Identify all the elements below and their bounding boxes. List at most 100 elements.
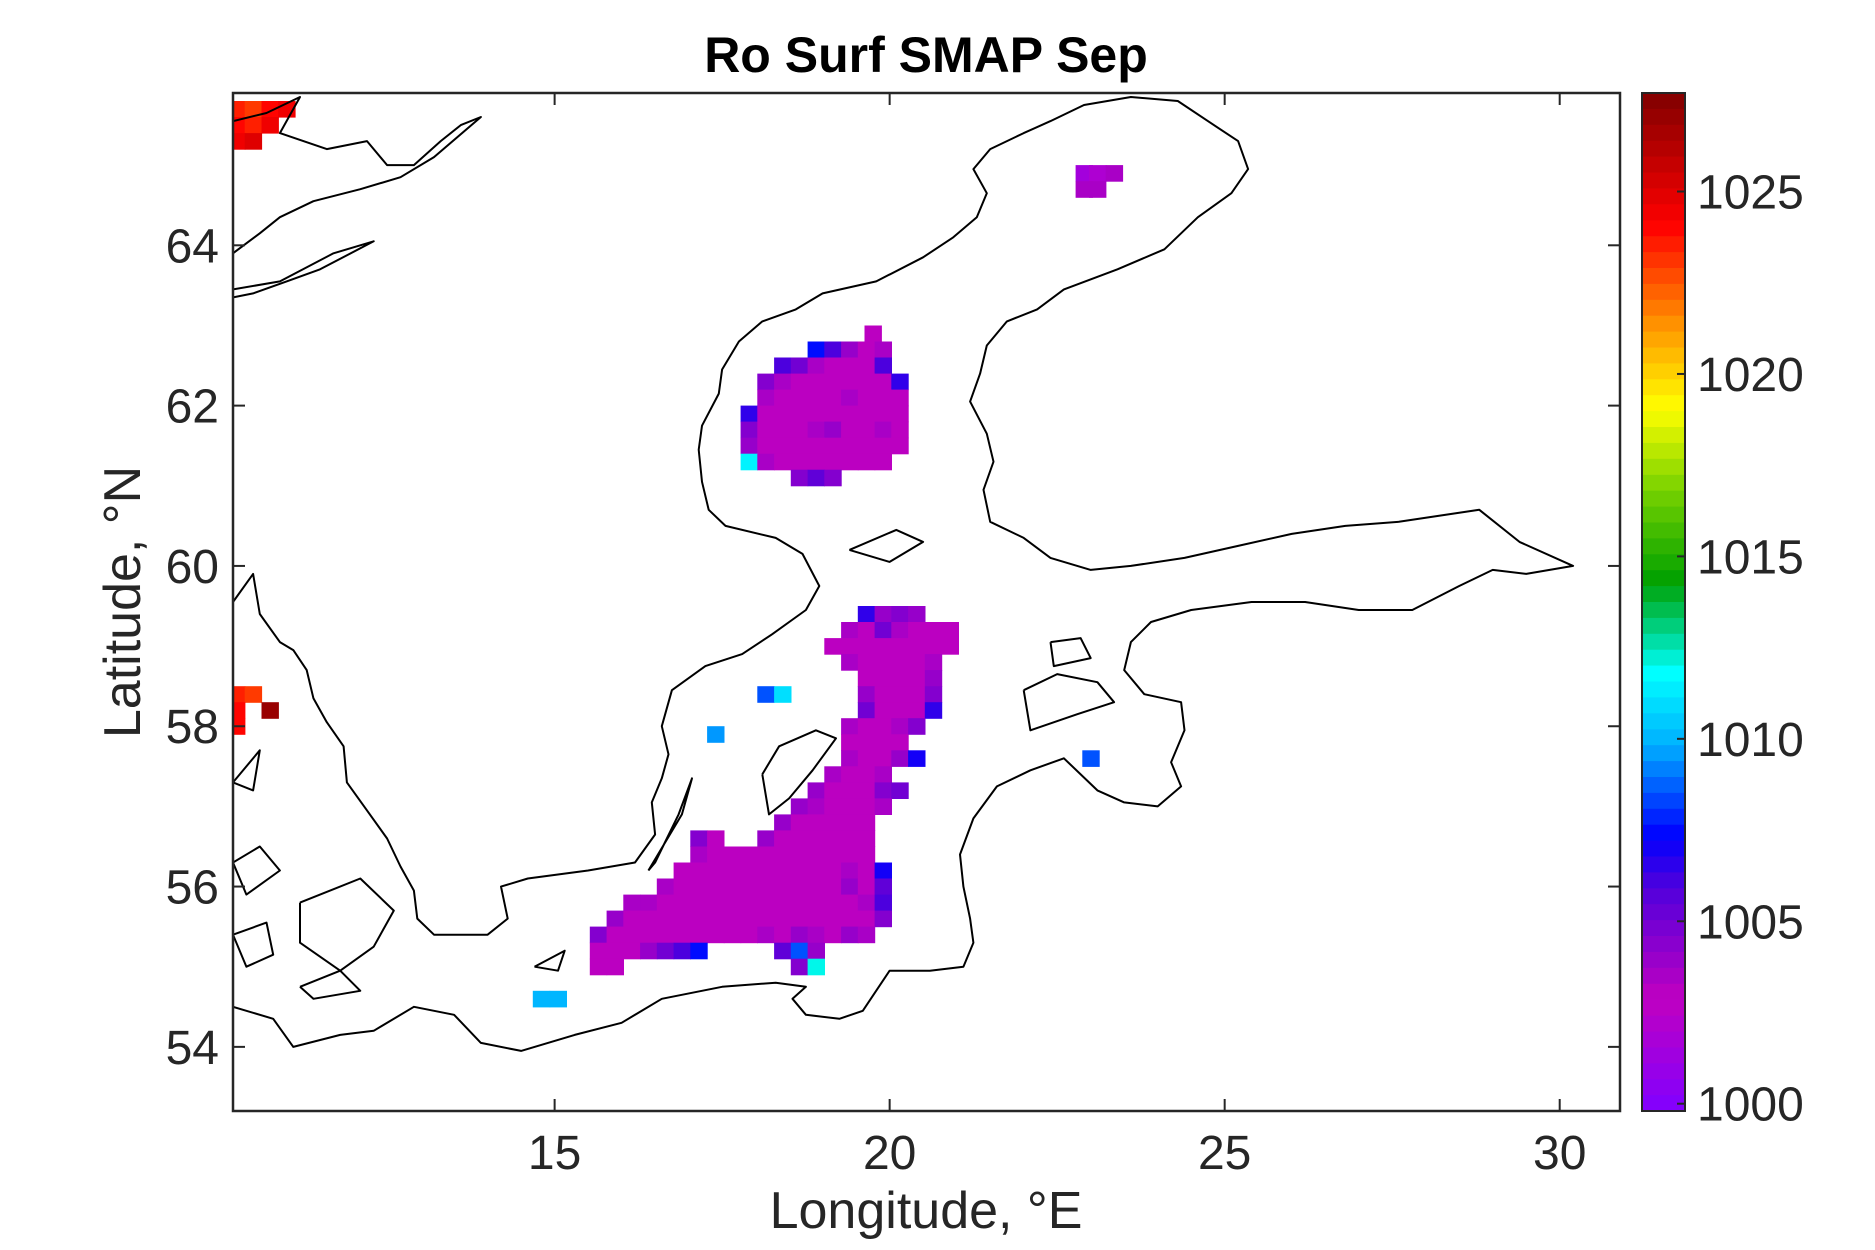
- heatmap-cell: [656, 894, 675, 912]
- heatmap-cell: [857, 814, 876, 831]
- colorbar-band: [1642, 999, 1685, 1017]
- heatmap-cell: [707, 894, 725, 912]
- heatmap-cell: [941, 638, 959, 655]
- heatmap-cell: [790, 453, 809, 471]
- heatmap-cell: [874, 734, 892, 751]
- heatmap-cell: [874, 453, 892, 471]
- heatmap-cell: [757, 910, 775, 928]
- heatmap-cell: [757, 878, 775, 896]
- heatmap-cell: [841, 734, 859, 751]
- heatmap-cell: [824, 469, 842, 487]
- heatmap-cell: [857, 405, 876, 423]
- coastline: [534, 949, 566, 972]
- y-tick-label: 64: [166, 220, 219, 273]
- heatmap-cell: [740, 878, 758, 896]
- heatmap-cell: [774, 389, 792, 407]
- heatmap-cell: [774, 894, 792, 912]
- heatmap-cell: [841, 357, 859, 375]
- heatmap-cell: [623, 894, 641, 912]
- coastlines: [233, 96, 1575, 1052]
- heatmap-cell: [841, 766, 859, 783]
- colorbar-band: [1642, 474, 1685, 492]
- colorbar-band: [1642, 363, 1685, 381]
- heatmap-cell: [656, 942, 675, 960]
- coastline: [233, 96, 1575, 1052]
- heatmap-cell: [841, 894, 859, 912]
- heatmap-cell: [857, 453, 876, 471]
- heatmap-cell: [841, 654, 859, 671]
- colorbar-frame: [1641, 92, 1686, 1112]
- heatmap-cell: [824, 421, 842, 439]
- heatmap-cell: [874, 654, 892, 671]
- heatmap-cell: [807, 389, 825, 407]
- heatmap-cell: [757, 421, 775, 439]
- colorbar-band: [1642, 824, 1685, 842]
- heatmap-cell: [857, 830, 876, 847]
- heatmap-cell: [774, 862, 792, 880]
- heatmap-cells: [233, 101, 1124, 1008]
- colorbar-band: [1642, 522, 1685, 540]
- chart-title: Ro Surf SMAP Sep: [704, 27, 1148, 83]
- colorbar-band: [1642, 93, 1685, 110]
- colorbar-band: [1642, 108, 1685, 126]
- colorbar-band: [1642, 633, 1685, 651]
- heatmap-cell: [790, 942, 809, 960]
- heatmap-cell: [874, 702, 892, 719]
- heatmap-cell: [757, 926, 775, 944]
- heatmap-cell: [841, 878, 859, 896]
- heatmap-cell: [857, 910, 876, 928]
- heatmap-cell: [857, 702, 876, 719]
- colorbar-band: [1642, 156, 1685, 174]
- heatmap-cell: [757, 405, 775, 423]
- heatmap-cell: [774, 357, 792, 375]
- colorbar-band: [1642, 204, 1685, 221]
- colorbar-band: [1642, 649, 1685, 667]
- heatmap-cell: [924, 654, 943, 671]
- colorbar-band: [1642, 411, 1685, 428]
- colorbar-tick-label: 1000: [1697, 1079, 1804, 1132]
- heatmap-cell: [824, 910, 842, 928]
- heatmap-cell: [824, 814, 842, 831]
- heatmap-cell: [757, 453, 775, 471]
- heatmap-cell: [924, 702, 943, 719]
- heatmap-cell: [807, 926, 825, 944]
- heatmap-cell: [757, 373, 775, 391]
- colorbar-tick-label: 1020: [1697, 349, 1804, 402]
- heatmap-cell: [857, 766, 876, 783]
- heatmap-cell: [690, 926, 708, 944]
- heatmap-cell: [707, 862, 725, 880]
- heatmap-cell: [841, 862, 859, 880]
- colorbar-band: [1642, 792, 1685, 810]
- heatmap-cell: [723, 878, 742, 896]
- coastline: [1022, 673, 1116, 732]
- heatmap-cell: [740, 453, 758, 471]
- heatmap-cell: [824, 878, 842, 896]
- coastline: [233, 96, 482, 255]
- heatmap-cell: [857, 341, 876, 359]
- heatmap-cell: [807, 341, 825, 359]
- heatmap-cell: [640, 894, 658, 912]
- heatmap-cell: [891, 702, 909, 719]
- heatmap-cell: [233, 702, 246, 719]
- heatmap-cell: [908, 702, 926, 719]
- heatmap-cell: [790, 878, 809, 896]
- heatmap-cell: [790, 910, 809, 928]
- heatmap-cell: [690, 862, 708, 880]
- heatmap-cell: [606, 958, 624, 976]
- heatmap-cell: [857, 373, 876, 391]
- heatmap-cell: [233, 133, 246, 150]
- heatmap-cell: [673, 894, 691, 912]
- colorbar-band: [1642, 983, 1685, 1001]
- heatmap-cell: [790, 846, 809, 864]
- coastline: [849, 528, 925, 563]
- heatmap-cell: [640, 942, 658, 960]
- heatmap-cell: [824, 862, 842, 880]
- heatmap-cell: [723, 846, 742, 864]
- heatmap-cell: [1089, 181, 1107, 198]
- heatmap-cell: [740, 437, 758, 455]
- heatmap-cell: [774, 942, 792, 960]
- heatmap-cell: [841, 782, 859, 799]
- heatmap-cell: [261, 117, 279, 134]
- coastline: [1049, 637, 1092, 668]
- heatmap-cell: [807, 814, 825, 831]
